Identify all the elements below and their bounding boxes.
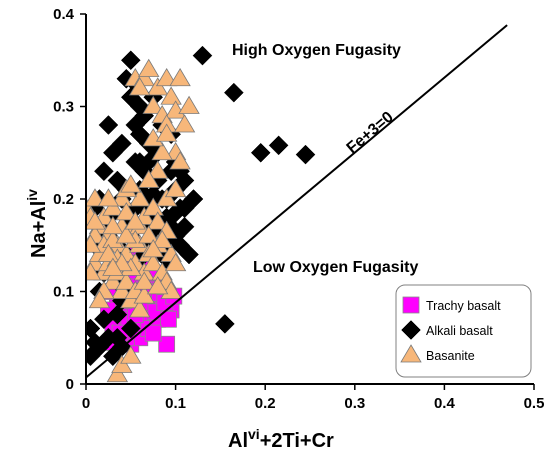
basanite-point <box>102 215 124 235</box>
data-marks <box>86 45 316 383</box>
trachy-basalt-point <box>160 310 177 328</box>
trachy-basalt-point <box>144 324 162 342</box>
alkali-basalt-point <box>165 203 186 223</box>
legend-marker-basanite <box>400 344 422 363</box>
y-tick-label: 0.4 <box>53 6 75 23</box>
alkali-basalt-point <box>125 115 146 135</box>
y-tick-label: 0.2 <box>53 191 74 208</box>
alkali-basalt-point <box>295 144 316 165</box>
basanite-point <box>129 188 151 207</box>
basanite-point <box>164 178 187 198</box>
annotation-low-fugacity: Low Oxygen Fugasity <box>253 259 418 276</box>
basanite-point <box>86 234 102 253</box>
basanite-point <box>115 271 138 290</box>
x-tick-label: 0.5 <box>524 395 545 412</box>
basanite-point <box>155 188 178 207</box>
alkali-basalt-point <box>111 133 132 154</box>
basanite-point <box>142 239 164 258</box>
basanite-point <box>120 174 142 193</box>
basanite-point <box>142 95 164 114</box>
basanite-point <box>102 257 124 276</box>
basanite-point <box>142 197 164 216</box>
alkali-basalt-point <box>268 135 289 156</box>
basanite-point <box>151 141 173 161</box>
basanite-point <box>133 271 155 290</box>
basanite-point <box>169 67 191 87</box>
annotation-high-fugacity: High Oxygen Fugasity <box>232 42 401 59</box>
basanite-point <box>178 95 200 114</box>
fe3-line-label: Fe+3=0 <box>344 109 397 158</box>
alkali-basalt-point <box>98 115 119 135</box>
basanite-point <box>151 229 173 249</box>
basanite-point <box>124 211 146 230</box>
basanite-point <box>102 271 124 290</box>
basanite-point <box>138 58 160 77</box>
basanite-point <box>111 280 133 299</box>
basanite-point <box>155 123 178 142</box>
legend-marker-trachy-basalt <box>402 296 420 314</box>
basanite-point <box>97 243 120 262</box>
basanite-point <box>169 151 191 170</box>
legend-label-alkali-basalt: Alkali basalt <box>426 324 493 338</box>
alkali-basalt-point <box>250 142 271 163</box>
alkali-basalt-point <box>223 82 244 103</box>
alkali-basalt-point <box>125 152 146 172</box>
x-tick-label: 0.4 <box>434 395 456 412</box>
basanite-point <box>86 211 106 230</box>
alkali-basalt-point <box>215 314 235 334</box>
basanite-point <box>88 289 111 309</box>
alkali-basalt-point <box>120 50 141 71</box>
basanite-point <box>155 67 178 87</box>
fe3-zero-line <box>85 24 508 379</box>
basanite-point <box>115 225 138 244</box>
basanite-point <box>111 354 133 373</box>
basanite-point <box>115 202 138 221</box>
basanite-point <box>142 252 164 272</box>
basanite-point <box>146 160 169 179</box>
y-tick-label: 0.1 <box>53 284 74 301</box>
basanite-point <box>146 211 169 230</box>
basanite-point <box>97 188 120 207</box>
y-axis-label: Na+Aliv <box>24 189 50 258</box>
basanite-point <box>146 276 169 295</box>
tick-labels: 0 0.1 0.2 0.3 0.4 0.5 0 0.1 0.2 0.3 0.4 <box>53 6 544 412</box>
legend-label-basanite: Basanite <box>426 349 475 363</box>
alkali-basalt-point <box>94 161 114 182</box>
basanite-point <box>86 188 106 207</box>
x-tick-label: 0.1 <box>165 395 186 412</box>
basanite-point <box>164 252 187 272</box>
basanite-point <box>133 285 155 304</box>
axes <box>80 13 535 390</box>
basanite-point <box>102 197 124 216</box>
alkali-basalt-point <box>107 304 128 325</box>
basanite-point <box>129 299 151 318</box>
trachy-basalt-point <box>158 335 176 353</box>
basanite-point <box>138 225 160 244</box>
x-axis-label: Alvi+2Ti+Cr <box>228 426 334 452</box>
alkali-basalt-point <box>120 318 141 339</box>
basanite-point <box>120 345 142 364</box>
basanite-point <box>86 262 102 281</box>
basanite-point <box>173 114 196 133</box>
legend-box <box>395 284 532 378</box>
y-tick-label: 0 <box>66 376 74 393</box>
alkali-basalt-point <box>86 318 101 339</box>
alkali-basalt-point <box>89 337 110 357</box>
basanite-point <box>138 169 160 188</box>
basanite-point <box>146 77 169 96</box>
x-tick-label: 0.2 <box>255 395 276 412</box>
basanite-point <box>129 77 151 96</box>
y-tick-label: 0.3 <box>53 99 74 116</box>
basanite-point <box>160 86 182 105</box>
alkali-basalt-point <box>170 235 190 256</box>
basanite-point <box>111 188 133 207</box>
legend: Trachy basalt Alkali basalt Basanite <box>395 284 532 378</box>
x-tick-label: 0.3 <box>344 395 365 412</box>
x-tick-label: 0 <box>82 395 90 412</box>
alkali-basalt-point <box>192 45 213 66</box>
legend-label-trachy-basalt: Trachy basalt <box>426 299 501 313</box>
legend-marker-alkali-basalt <box>401 320 421 340</box>
basanite-point <box>106 363 129 383</box>
